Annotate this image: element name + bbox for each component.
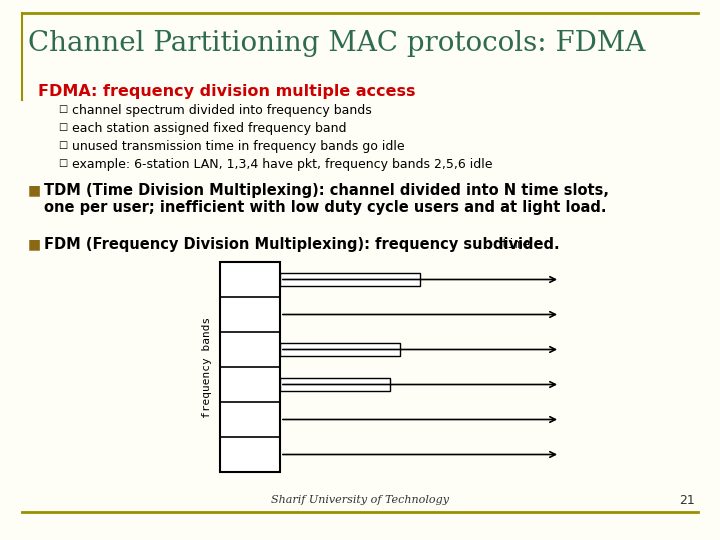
Text: Sharif University of Technology: Sharif University of Technology xyxy=(271,495,449,505)
Text: ■: ■ xyxy=(28,237,41,251)
Text: 21: 21 xyxy=(679,494,695,507)
Bar xyxy=(280,343,400,356)
Text: example: 6-station LAN, 1,3,4 have pkt, frequency bands 2,5,6 idle: example: 6-station LAN, 1,3,4 have pkt, … xyxy=(72,158,492,171)
Text: □: □ xyxy=(58,140,67,150)
Text: time: time xyxy=(500,238,530,251)
Text: ■: ■ xyxy=(28,183,41,197)
Text: □: □ xyxy=(58,104,67,114)
Text: Channel Partitioning MAC protocols: FDMA: Channel Partitioning MAC protocols: FDMA xyxy=(28,30,645,57)
Text: □: □ xyxy=(58,122,67,132)
Text: unused transmission time in frequency bands go idle: unused transmission time in frequency ba… xyxy=(72,140,405,153)
Text: frequency bands: frequency bands xyxy=(202,316,212,417)
Text: FDMA: frequency division multiple access: FDMA: frequency division multiple access xyxy=(38,84,415,99)
Bar xyxy=(280,378,390,391)
Text: FDM (Frequency Division Multiplexing): frequency subdivided.: FDM (Frequency Division Multiplexing): f… xyxy=(44,237,559,252)
Text: □: □ xyxy=(58,158,67,168)
Text: TDM (Time Division Multiplexing): channel divided into N time slots,
one per use: TDM (Time Division Multiplexing): channe… xyxy=(44,183,609,215)
Text: each station assigned fixed frequency band: each station assigned fixed frequency ba… xyxy=(72,122,346,135)
Bar xyxy=(280,273,420,286)
Bar xyxy=(220,262,280,472)
Text: channel spectrum divided into frequency bands: channel spectrum divided into frequency … xyxy=(72,104,372,117)
